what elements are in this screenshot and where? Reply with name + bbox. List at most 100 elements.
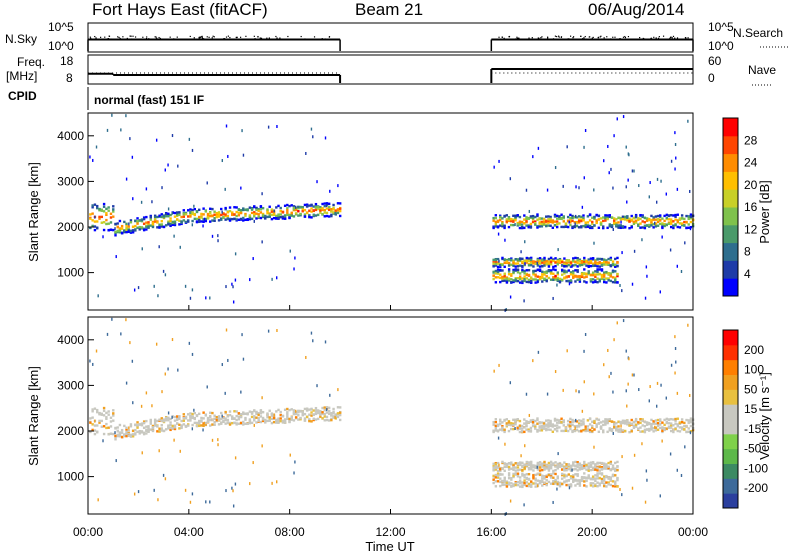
velocity-noise-cell bbox=[674, 335, 676, 339]
power-cell bbox=[543, 271, 546, 274]
power-cell bbox=[656, 220, 660, 224]
power-cell bbox=[614, 263, 617, 266]
velocity-cell bbox=[499, 468, 502, 471]
power-noise-cell bbox=[537, 146, 540, 150]
velocity-cell bbox=[118, 423, 122, 427]
velocity-cell bbox=[248, 420, 252, 423]
power-cell bbox=[501, 277, 504, 281]
velocity-cell bbox=[569, 427, 572, 431]
power-cell bbox=[158, 226, 161, 229]
power-cell bbox=[510, 274, 513, 277]
nsearch-point bbox=[639, 36, 641, 39]
velocity-cell bbox=[160, 427, 163, 430]
power-cell bbox=[518, 226, 522, 230]
power-cell bbox=[182, 209, 185, 212]
velocity-cell bbox=[641, 424, 644, 427]
power-cell bbox=[628, 220, 631, 223]
power-cell bbox=[507, 257, 511, 261]
power-cell bbox=[674, 213, 677, 217]
power-noise-cell bbox=[305, 151, 307, 155]
velocity-colorbar-swatch bbox=[723, 493, 738, 509]
velocity-cell bbox=[503, 418, 506, 422]
velocity-cell bbox=[184, 424, 188, 428]
power-cell bbox=[564, 222, 568, 226]
velocity-cell bbox=[650, 428, 653, 431]
velocity-cell bbox=[116, 426, 119, 429]
power-cell bbox=[634, 221, 638, 224]
velocity-cell bbox=[527, 468, 531, 471]
velocity-cell bbox=[591, 475, 595, 478]
velocity-cell bbox=[193, 411, 197, 415]
power-cell bbox=[102, 202, 106, 206]
velocity-cell bbox=[531, 422, 535, 425]
velocity-cell bbox=[525, 460, 529, 464]
nsearch-point bbox=[531, 37, 533, 39]
velocity-cell bbox=[147, 425, 150, 428]
power-cell bbox=[167, 223, 170, 226]
velocity-cell bbox=[501, 424, 504, 428]
velocity-cell bbox=[529, 430, 533, 433]
nsearch-point bbox=[619, 37, 621, 40]
power-cell bbox=[277, 204, 280, 208]
velocity-cell bbox=[198, 424, 201, 428]
velocity-cell bbox=[512, 468, 515, 472]
power-cell bbox=[591, 222, 594, 225]
velocity-cell bbox=[325, 418, 329, 422]
velocity-cell bbox=[520, 429, 524, 433]
power-cell bbox=[536, 213, 539, 216]
velocity-noise-cell bbox=[294, 460, 296, 464]
velocity-cell bbox=[314, 410, 318, 413]
velocity-cell bbox=[299, 418, 302, 421]
power-cell bbox=[571, 214, 574, 218]
velocity-cell bbox=[529, 419, 533, 422]
beam-title: Beam 21 bbox=[355, 0, 423, 19]
power-cell bbox=[605, 259, 608, 262]
velocity-cell bbox=[211, 423, 214, 426]
velocity-ylabel: Slant Range [km] bbox=[26, 366, 41, 466]
velocity-cell bbox=[547, 480, 551, 484]
power-cell bbox=[616, 261, 619, 264]
power-cell bbox=[301, 209, 304, 213]
velocity-cell bbox=[577, 422, 581, 425]
velocity-cell bbox=[569, 467, 573, 471]
power-cell bbox=[338, 214, 342, 218]
velocity-cell bbox=[615, 422, 618, 425]
power-noise-cell bbox=[209, 296, 211, 300]
power-cell bbox=[268, 215, 271, 218]
velocity-cell bbox=[536, 430, 539, 433]
nsearch-point bbox=[547, 36, 549, 38]
velocity-cell bbox=[512, 427, 515, 431]
power-cell bbox=[286, 211, 289, 214]
power-noise-cell bbox=[253, 219, 255, 223]
nsearch-point bbox=[146, 36, 148, 38]
velocity-colorbar-tick-label: 50 bbox=[744, 382, 758, 396]
power-cell bbox=[112, 205, 115, 208]
power-noise-cell bbox=[191, 148, 194, 152]
power-cell bbox=[536, 226, 539, 229]
nsearch-point bbox=[304, 38, 306, 40]
velocity-noise-cell bbox=[92, 362, 94, 366]
velocity-colorbar-tick-label: -200 bbox=[744, 481, 768, 495]
velocity-cell bbox=[224, 417, 227, 420]
velocity-cell bbox=[607, 461, 610, 465]
velocity-cell bbox=[492, 420, 495, 424]
power-cell bbox=[193, 207, 197, 211]
velocity-cell bbox=[209, 411, 212, 414]
velocity-cell bbox=[540, 424, 544, 428]
velocity-noise-cell bbox=[659, 494, 661, 498]
velocity-cell bbox=[250, 411, 254, 414]
power-cell bbox=[118, 229, 122, 233]
power-cell bbox=[555, 217, 559, 220]
power-cell bbox=[514, 218, 517, 222]
power-cell bbox=[554, 264, 557, 268]
velocity-cell bbox=[147, 427, 150, 430]
power-cell bbox=[654, 218, 658, 221]
velocity-cell bbox=[209, 424, 212, 427]
velocity-cell bbox=[319, 415, 322, 418]
power-colorbar-tick-label: 28 bbox=[744, 133, 758, 147]
velocity-cell bbox=[558, 464, 562, 467]
velocity-cell bbox=[266, 413, 269, 417]
nsearch-point bbox=[108, 38, 110, 40]
power-cell bbox=[643, 226, 647, 230]
power-cell bbox=[116, 225, 119, 229]
